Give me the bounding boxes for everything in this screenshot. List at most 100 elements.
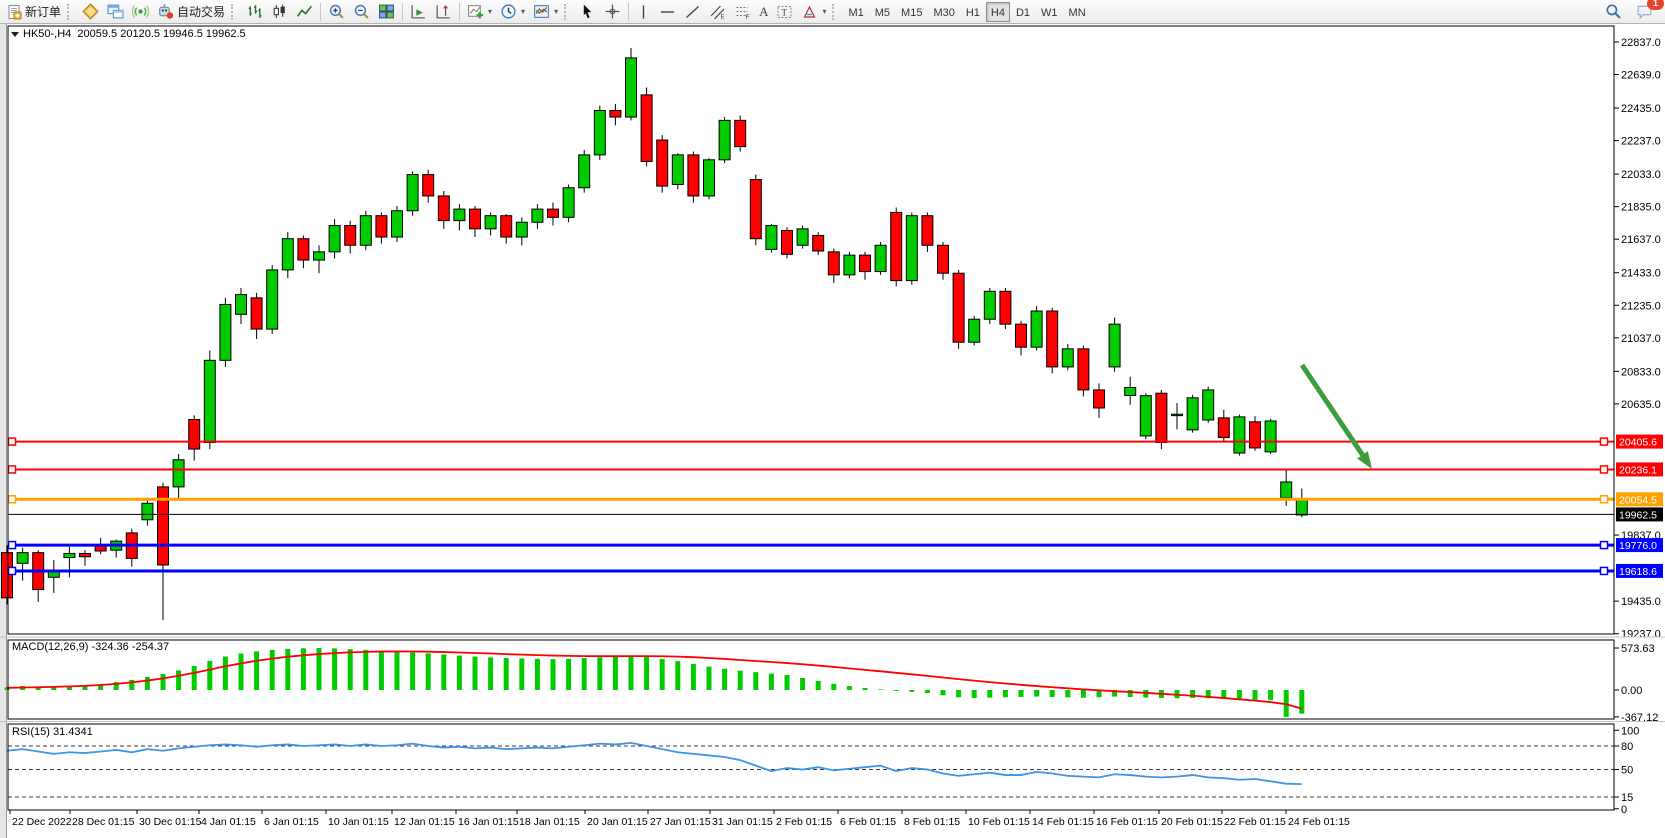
line-chart-mode-button[interactable] [292,2,317,22]
chart-shift-button[interactable] [431,2,456,22]
timeframe-button-H1[interactable]: H1 [961,2,985,22]
svg-text:80: 80 [1621,741,1633,753]
trendline-icon [686,5,700,18]
periods-button[interactable]: ▾ [496,2,529,22]
svg-text:19776.0: 19776.0 [1619,540,1657,552]
auto-trading-label: 自动交易 [177,5,226,19]
svg-text:28 Dec 01:15: 28 Dec 01:15 [72,816,135,828]
arrows-tool-button[interactable]: ▾ [797,2,830,22]
toolbar-handle [564,3,571,20]
svg-text:22237.0: 22237.0 [1621,136,1661,148]
templates-button[interactable]: ▾ [529,2,562,22]
svg-text:0.00: 0.00 [1621,685,1642,697]
trendline-tool-button[interactable] [680,2,705,22]
svg-text:27 Jan 01:15: 27 Jan 01:15 [650,816,711,828]
timeframe-button-M15[interactable]: M15 [896,2,927,22]
svg-text:21037.0: 21037.0 [1621,333,1661,345]
market-watch-icon [107,4,124,19]
chart-title: HK50-,H4 20059.5 20120.5 19946.5 19962.5 [11,28,246,40]
new-order-label: 新订单 [25,5,62,19]
crosshair-icon [605,4,620,19]
text-tool-button[interactable]: A [755,2,772,22]
indicators-icon [468,5,483,19]
dropdown-caret-icon: ▾ [822,7,827,16]
cursor-tool-button[interactable] [575,2,600,22]
notification-badge: 1 [1647,0,1664,10]
timeframe-button-H4[interactable]: H4 [985,1,1010,22]
svg-text:20833.0: 20833.0 [1621,366,1661,378]
symbol-dropdown-icon[interactable] [11,31,19,37]
line-chart-icon [296,5,313,17]
zoom-in-button[interactable] [324,2,349,22]
svg-text:T: T [782,7,788,17]
toolbar-handle [832,3,839,20]
svg-text:15: 15 [1621,792,1633,804]
svg-text:22639.0: 22639.0 [1621,69,1661,81]
timeframe-button-M5[interactable]: M5 [870,2,895,22]
alert-button[interactable] [78,2,103,22]
notifications-container: 1 [1632,0,1664,22]
auto-trading-button[interactable]: 自动交易 [153,2,229,22]
horizontal-lines [7,437,1614,576]
auto-scroll-button[interactable] [406,2,431,22]
timeframe-button-MN[interactable]: MN [1064,2,1091,22]
svg-text:0: 0 [1621,804,1627,816]
svg-text:16 Feb 01:15: 16 Feb 01:15 [1096,816,1158,828]
timeframe-group: M1 M5 M15 M30 H1 H4 D1 W1 MN [843,1,1091,22]
svg-text:8 Feb 01:15: 8 Feb 01:15 [904,816,960,828]
price-badge [1616,563,1663,578]
crosshair-tool-button[interactable] [600,2,625,22]
svg-text:22033.0: 22033.0 [1621,169,1661,181]
tile-windows-icon [379,4,394,19]
candlestick-icon [273,4,285,18]
timeframe-button-M30[interactable]: M30 [928,2,959,22]
date-axis: 22 Dec 2022 28 Dec 01:15 30 Dec 01:15 4 Jan… [9,810,1350,828]
auto-trading-icon [159,3,174,19]
bar-chart-icon [248,5,262,18]
market-watch-button[interactable] [103,2,128,22]
vertical-line-icon [642,5,645,18]
search-button[interactable] [1601,2,1626,22]
zoom-out-button[interactable] [349,2,374,22]
toolbar-handle [231,3,238,20]
timeframe-button-D1[interactable]: D1 [1011,2,1035,22]
price-badge [1616,462,1663,477]
dropdown-caret-icon: ▾ [521,7,526,16]
rsi-line [6,741,1302,786]
price-badge [1616,507,1663,522]
text-label-icon: T [777,5,792,18]
chart-title-text: HK50-,H4 20059.5 20120.5 19946.5 19962.5 [23,28,246,40]
svg-text:12 Jan 01:15: 12 Jan 01:15 [394,816,455,828]
channel-tool-button[interactable]: E [705,2,730,22]
macd-histogram [4,647,1305,717]
horizontal-line-tool-button[interactable] [655,2,680,22]
indicators-button[interactable]: ▾ [463,2,496,22]
fibonacci-tool-button[interactable]: F [730,2,755,22]
zoom-out-icon [354,4,369,19]
text-label-tool-button[interactable]: T [772,2,797,22]
text-tool-icon: A [759,3,769,19]
svg-text:2 Feb 01:15: 2 Feb 01:15 [776,816,832,828]
timeframe-button-M1[interactable]: M1 [843,2,868,22]
svg-text:20 Feb 01:15: 20 Feb 01:15 [1161,816,1223,828]
trend-arrow[interactable] [1299,363,1372,469]
horizontal-line-icon [661,10,675,13]
vertical-line-tool-button[interactable] [632,2,655,22]
auto-scroll-icon [411,5,425,19]
toolbar-separator [320,2,322,21]
new-order-button[interactable]: 新订单 [2,2,65,22]
bar-chart-mode-button[interactable] [242,2,267,22]
svg-text:6 Jan 01:15: 6 Jan 01:15 [264,816,319,828]
toolbar-separator [628,2,630,21]
price-axis: 22837.0 22639.0 22435.0 22237.0 22033.0 21835… [1614,37,1663,641]
candlestick-mode-button[interactable] [267,2,292,22]
svg-text:22435.0: 22435.0 [1621,103,1661,115]
signal-button[interactable] [128,2,153,22]
tile-windows-button[interactable] [374,2,399,22]
svg-text:22837.0: 22837.0 [1621,37,1661,49]
timeframe-button-W1[interactable]: W1 [1036,2,1063,22]
svg-text:-367.12: -367.12 [1621,712,1658,724]
clock-icon [501,4,516,19]
svg-text:10 Feb 01:15: 10 Feb 01:15 [968,816,1030,828]
